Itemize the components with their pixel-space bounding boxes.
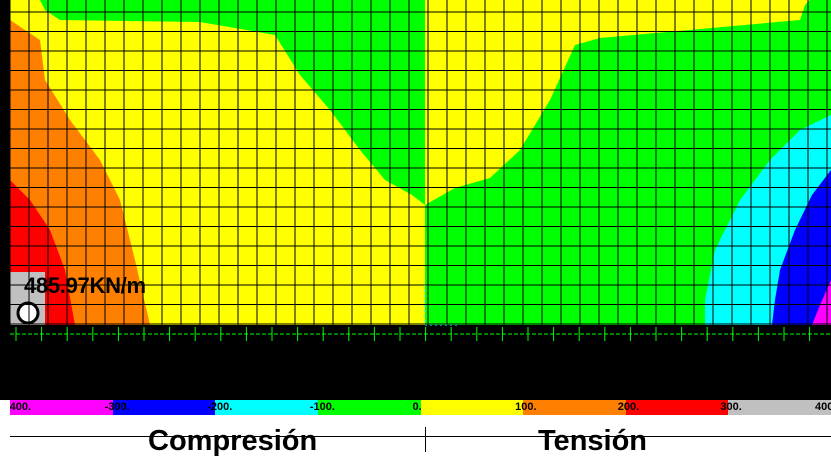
contour-magenta-right: [812, 280, 831, 325]
compression-label: Compresión: [148, 425, 318, 457]
stress-contour-plot: [0, 0, 831, 400]
legend-tick-label: 400: [815, 401, 831, 413]
legend-tick-label: 200.: [617, 401, 640, 413]
legend-tick-label: -100.: [309, 401, 335, 413]
support-node-icon: [16, 301, 40, 325]
legend-tick-label: -400.: [10, 401, 32, 413]
center-divider: [425, 427, 426, 452]
legend-swatch: [317, 400, 421, 415]
legend-tick-label: 0.: [412, 401, 422, 413]
legend-tick-label: -300.: [104, 401, 130, 413]
legend-tick-label: 100.: [515, 401, 537, 413]
legend-swatch: [112, 400, 216, 415]
contour-blue-right: [772, 170, 831, 325]
color-scale-legend: -400. -300. -200. -100. 0. 100. 200. 300. 400: [10, 400, 831, 415]
mesh-grid: [9, 0, 831, 325]
base-band: [0, 325, 831, 400]
max-value-label: 485.97KN/m: [24, 273, 146, 298]
legend-tick-label: 300.: [720, 401, 742, 413]
legend-swatch: [420, 400, 524, 415]
legend-swatch: [728, 400, 831, 415]
baseline-rule: [10, 436, 831, 437]
legend-swatch: [523, 400, 626, 415]
legend-swatch: [215, 400, 318, 415]
legend-swatch: [10, 400, 113, 415]
tension-label: Tensión: [538, 425, 648, 457]
support-line: [10, 327, 831, 341]
legend-swatch: [625, 400, 729, 415]
legend-tick-label: -200.: [207, 401, 233, 413]
